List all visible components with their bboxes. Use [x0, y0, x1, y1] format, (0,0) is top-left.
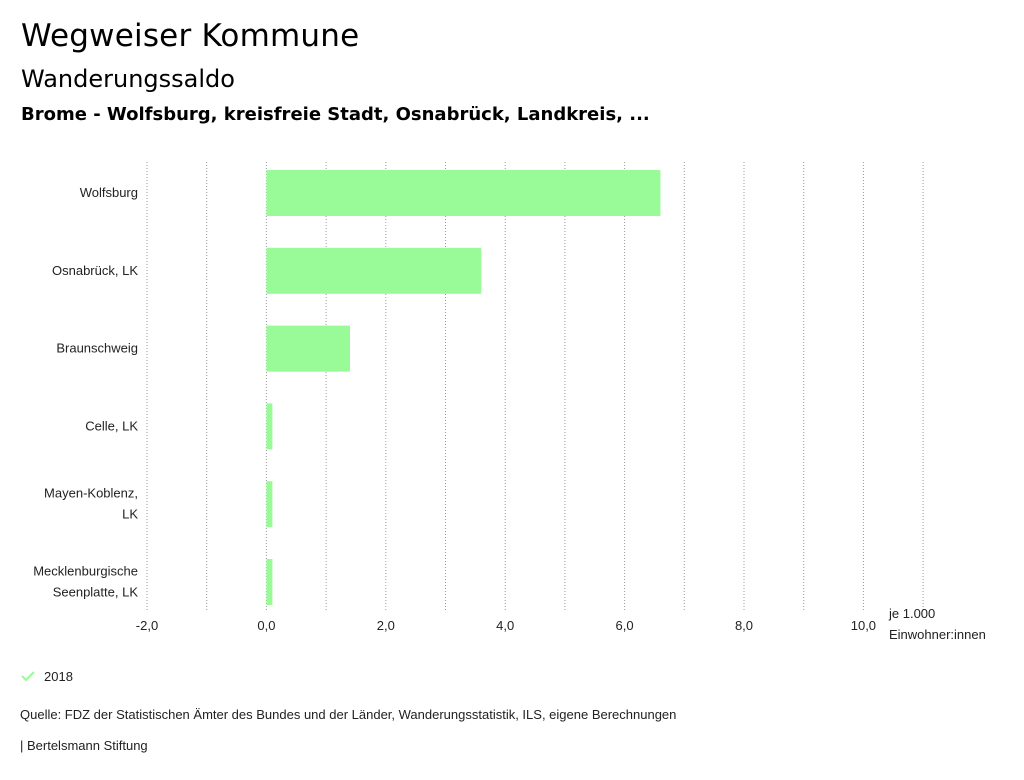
bars [266, 170, 661, 605]
category-label: Celle, LK [85, 418, 138, 433]
bar-3[interactable] [266, 403, 273, 450]
bar-4[interactable] [266, 481, 273, 528]
bar-0[interactable] [266, 170, 661, 216]
region-selection[interactable]: Brome - Wolfsburg, kreisfreie Stadt, Osn… [21, 104, 650, 125]
category-label: Osnabrück, LK [52, 263, 138, 278]
bar-chart: Wolfsburg Osnabrück, LK Braunschweig Celle,… [33, 162, 986, 642]
credit-note: | Bertelsmann Stiftung [20, 738, 148, 753]
bar-1[interactable] [266, 247, 482, 294]
category-label: Mecklenburgische [33, 564, 138, 579]
legend-label-2018: 2018 [44, 668, 73, 684]
x-tick-label: -2,0 [136, 618, 158, 633]
x-tick-label: 2,0 [377, 618, 395, 633]
category-label: Mayen-Koblenz, [44, 486, 138, 501]
unit-label-line: je 1.000 [888, 606, 935, 621]
unit-label-line: Einwohner:innen [889, 627, 986, 642]
page-title: Wegweiser Kommune [21, 18, 360, 54]
check-icon[interactable] [20, 668, 36, 684]
category-label: Braunschweig [56, 341, 138, 356]
category-label: Wolfsburg [80, 185, 138, 200]
source-note: Quelle: FDZ der Statistischen Ämter des … [20, 707, 677, 722]
category-label: Seenplatte, LK [53, 585, 139, 600]
bar-5[interactable] [266, 559, 273, 605]
x-tick-labels: -2,0 0,0 2,0 4,0 6,0 8,0 10,0 [136, 618, 876, 633]
x-tick-label: 4,0 [496, 618, 514, 633]
chart-subtitle: Wanderungssaldo [21, 65, 235, 93]
unit-label: je 1.000 Einwohner:innen [888, 606, 986, 642]
legend[interactable]: 2018 [20, 668, 73, 684]
category-label: LK [122, 507, 138, 522]
grid-lines [146, 162, 924, 612]
category-labels: Wolfsburg Osnabrück, LK Braunschweig Celle,… [33, 185, 138, 600]
x-tick-label: 6,0 [616, 618, 634, 633]
x-tick-label: 8,0 [735, 618, 753, 633]
x-tick-label: 10,0 [851, 618, 876, 633]
bar-2[interactable] [266, 325, 350, 372]
x-tick-label: 0,0 [257, 618, 275, 633]
